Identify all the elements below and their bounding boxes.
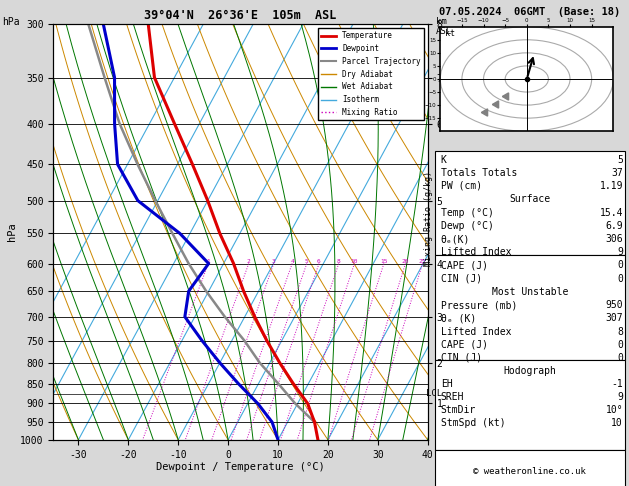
Bar [435,360,625,450]
Text: θₑ(K): θₑ(K) [441,234,470,244]
Text: © weatheronline.co.uk: © weatheronline.co.uk [474,467,586,476]
Bar [435,255,625,360]
Bar [435,450,625,486]
Text: 9: 9 [617,247,623,258]
Text: 5: 5 [305,259,309,263]
Text: -1: -1 [611,379,623,389]
Text: Lifted Index: Lifted Index [441,247,511,258]
Text: Surface: Surface [509,194,550,205]
Text: Mixing Ratio (g/kg): Mixing Ratio (g/kg) [425,171,433,266]
Text: K: K [441,155,447,165]
Text: 8: 8 [337,259,341,263]
Text: Hodograph: Hodograph [503,366,557,376]
Text: Most Unstable: Most Unstable [492,287,568,297]
Text: 1: 1 [206,259,210,263]
Text: 25: 25 [419,259,426,263]
Text: 6: 6 [317,259,321,263]
Text: PW (cm): PW (cm) [441,181,482,191]
Text: CIN (J): CIN (J) [441,353,482,363]
Text: StmDir: StmDir [441,405,476,416]
Text: 6.9: 6.9 [606,221,623,231]
Text: 5: 5 [617,155,623,165]
Text: 9: 9 [617,392,623,402]
Text: 1.19: 1.19 [599,181,623,191]
Text: 10: 10 [611,418,623,429]
Text: Totals Totals: Totals Totals [441,168,517,178]
Text: Lifted Index: Lifted Index [441,327,511,337]
Text: 15: 15 [380,259,387,263]
Text: CIN (J): CIN (J) [441,274,482,284]
Text: StmSpd (kt): StmSpd (kt) [441,418,505,429]
Text: Dewp (°C): Dewp (°C) [441,221,494,231]
Text: km
ASL: km ASL [436,17,452,36]
Text: 8: 8 [617,327,623,337]
Text: kt: kt [445,29,455,38]
Text: 0: 0 [617,340,623,350]
Text: LCL: LCL [426,389,443,398]
Text: 4: 4 [290,259,294,263]
Text: 3: 3 [272,259,276,263]
Text: 10°: 10° [606,405,623,416]
Text: EH: EH [441,379,452,389]
Text: Temp (°C): Temp (°C) [441,208,494,218]
Text: 950: 950 [606,300,623,311]
Text: CAPE (J): CAPE (J) [441,260,487,271]
Text: SREH: SREH [441,392,464,402]
Legend: Temperature, Dewpoint, Parcel Trajectory, Dry Adiabat, Wet Adiabat, Isotherm, Mi: Temperature, Dewpoint, Parcel Trajectory… [318,28,424,120]
Title: 39°04'N  26°36'E  105m  ASL: 39°04'N 26°36'E 105m ASL [145,9,337,22]
X-axis label: Dewpoint / Temperature (°C): Dewpoint / Temperature (°C) [156,462,325,472]
Text: 07.05.2024  06GMT  (Base: 18): 07.05.2024 06GMT (Base: 18) [439,7,621,17]
Text: Pressure (mb): Pressure (mb) [441,300,517,311]
Text: 306: 306 [606,234,623,244]
Text: 20: 20 [402,259,409,263]
Text: 0: 0 [617,274,623,284]
Text: 0: 0 [617,353,623,363]
Text: hPa: hPa [3,17,20,27]
Text: 0: 0 [617,260,623,271]
Text: 2: 2 [247,259,250,263]
Text: CAPE (J): CAPE (J) [441,340,487,350]
Text: 15.4: 15.4 [599,208,623,218]
Text: 37: 37 [611,168,623,178]
Text: 10: 10 [351,259,358,263]
Y-axis label: hPa: hPa [8,223,18,242]
Text: θₑ (K): θₑ (K) [441,313,476,324]
Bar [435,151,625,255]
Text: 307: 307 [606,313,623,324]
